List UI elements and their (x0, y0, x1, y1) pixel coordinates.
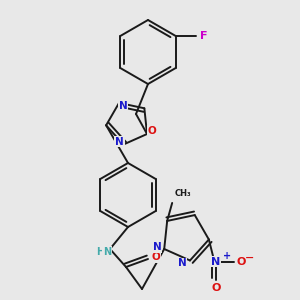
Text: O: O (152, 252, 160, 262)
Text: N: N (103, 247, 111, 257)
Text: H: H (96, 247, 104, 257)
Text: N: N (211, 256, 220, 266)
Text: O: O (211, 283, 220, 292)
Text: −: − (245, 253, 255, 262)
Text: O: O (148, 126, 156, 136)
Text: CH₃: CH₃ (174, 189, 191, 198)
Text: N: N (115, 136, 124, 146)
Text: +: + (223, 250, 231, 260)
Text: F: F (200, 31, 208, 41)
Text: O: O (236, 256, 246, 266)
Text: N: N (119, 101, 128, 111)
Text: N: N (153, 242, 162, 252)
Text: N: N (178, 259, 186, 269)
